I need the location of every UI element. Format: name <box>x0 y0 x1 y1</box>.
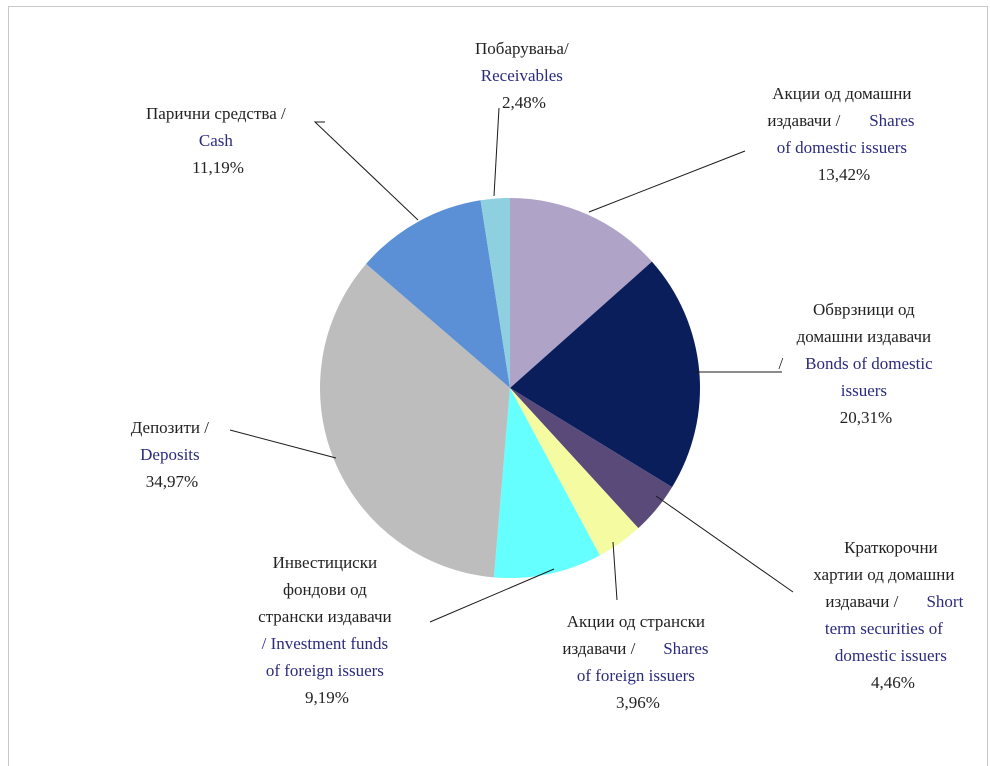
pie-slice-deposits <box>319 263 510 578</box>
pie-slice-domestic-shares <box>510 198 652 388</box>
pie-slice-domestic-bonds <box>510 261 700 488</box>
pie-slice-receivables <box>480 197 510 388</box>
leader-line-cash <box>313 121 419 221</box>
label-cash: Парични средства / Cash 11,19% <box>146 104 290 177</box>
leader-line-investment-funds <box>429 568 555 623</box>
label-receivables: Побарувања/ Receivables 2,48% <box>475 39 573 112</box>
pie-slice-foreign-shares <box>510 388 639 556</box>
leader-line-domestic-shares <box>588 150 746 213</box>
label-deposits: Депозити / Deposits 34,97% <box>131 418 214 491</box>
leader-line-short-term <box>655 495 794 593</box>
pie-slice-investment-funds <box>493 388 600 579</box>
pie-slices <box>319 197 700 579</box>
label-foreign-shares: Акции од странски издавачи / Shares of f… <box>562 612 712 712</box>
chart-frame <box>8 6 988 766</box>
pie-slice-cash <box>366 200 510 388</box>
leader-line-receivables <box>493 107 500 197</box>
pie-slice-short-term <box>510 388 673 529</box>
leader-line-foreign-shares <box>612 541 618 601</box>
label-domestic-bonds: Обврзници од домашни издавачи / Bonds of… <box>779 300 937 427</box>
label-investment-funds: Инвестициски фондови од странски издавач… <box>258 553 396 707</box>
leader-line-deposits <box>229 429 337 459</box>
label-short-term: Краткорочни хартии од домашни издавачи /… <box>813 538 967 692</box>
label-domestic-shares: Акции од домашни издавачи / Shares of do… <box>767 84 918 184</box>
leader-lines <box>229 107 794 623</box>
